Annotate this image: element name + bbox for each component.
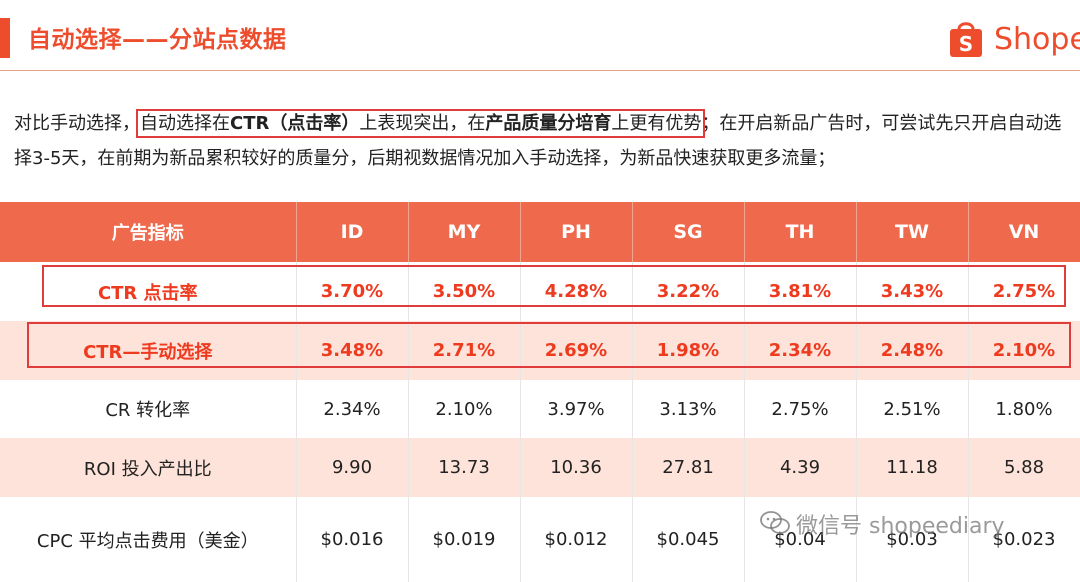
page-title: 自动选择——分站点数据 — [28, 27, 287, 53]
table-cell: 2.10% — [408, 380, 521, 438]
table-row: ROI 投入产出比 9.90 13.73 10.36 27.81 4.39 11… — [0, 438, 1080, 497]
table-cell: 3.97% — [520, 380, 633, 438]
header-metric: 广告指标 — [0, 202, 297, 262]
table-cell: 3.70% — [296, 262, 409, 321]
page-header: 自动选择——分站点数据 S Shope — [0, 0, 1080, 71]
table-cell: 2.34% — [296, 380, 409, 438]
title-accent-bar — [0, 18, 10, 58]
table-header-row: 广告指标 ID MY PH SG TH TW VN — [0, 202, 1080, 262]
table-cell: 13.73 — [408, 438, 521, 497]
intro-part2: ；在开启新品广告时，可尝试先只开启自动选择3-5天，在前期为新品累积较好的质量分… — [14, 113, 1062, 169]
header-sg: SG — [632, 202, 745, 262]
table-cell: 2.10% — [968, 321, 1080, 380]
intro-box-b: CTR（点击率） — [230, 113, 360, 134]
logo-text: Shope — [994, 22, 1080, 57]
table-cell: 1.98% — [632, 321, 745, 380]
table-cell: $0.03 — [856, 497, 969, 582]
table-row: CPC 平均点击费用（美金） $0.016 $0.019 $0.012 $0.0… — [0, 497, 1080, 582]
table-cell: 5.88 — [968, 438, 1080, 497]
shopping-bag-icon: S — [950, 22, 982, 57]
table-row: CTR 点击率 3.70% 3.50% 4.28% 3.22% 3.81% 3.… — [0, 262, 1080, 321]
intro-box-a: 自动选择在 — [140, 113, 230, 134]
table-cell: 4.39 — [744, 438, 857, 497]
table-cell: $0.023 — [968, 497, 1080, 582]
table-cell: 3.43% — [856, 262, 969, 321]
header-ph: PH — [520, 202, 633, 262]
intro-box-e: 上更有优势 — [611, 113, 702, 134]
table-cell: 3.50% — [408, 262, 521, 321]
row-label: CTR—手动选择 — [0, 321, 297, 380]
table-cell: $0.045 — [632, 497, 745, 582]
table-cell: 2.75% — [744, 380, 857, 438]
table-cell: 3.13% — [632, 380, 745, 438]
table-cell: 3.48% — [296, 321, 409, 380]
table-cell: $0.016 — [296, 497, 409, 582]
table-cell: 9.90 — [296, 438, 409, 497]
highlight-box: 自动选择在CTR（点击率）上表现突出，在产品质量分培育上更有优势 — [135, 109, 706, 138]
table-cell: $0.019 — [408, 497, 521, 582]
table-cell: 2.51% — [856, 380, 969, 438]
svg-text:S: S — [959, 32, 973, 56]
table-cell: 2.75% — [968, 262, 1080, 321]
row-label: CR 转化率 — [0, 380, 297, 438]
intro-part1: 对比手动选择， — [14, 113, 140, 134]
table-cell: 2.71% — [408, 321, 521, 380]
watermark-text: 微信号 shopeediary — [796, 514, 1005, 539]
table-cell: $0.04 — [744, 497, 857, 582]
header-th: TH — [744, 202, 857, 262]
table-cell: 4.28% — [520, 262, 633, 321]
table-cell: 27.81 — [632, 438, 745, 497]
table-cell: 2.69% — [520, 321, 633, 380]
table-row: CTR—手动选择 3.48% 2.71% 2.69% 1.98% 2.34% 2… — [0, 321, 1080, 380]
table-cell: 3.22% — [632, 262, 745, 321]
table-cell: 2.34% — [744, 321, 857, 380]
wechat-icon — [760, 511, 790, 534]
row-label: ROI 投入产出比 — [0, 438, 297, 497]
intro-paragraph: 对比手动选择，自动选择在CTR（点击率）上表现突出，在产品质量分培育上更有优势；… — [14, 106, 1074, 176]
header-vn: VN — [968, 202, 1080, 262]
intro-box-c: 上表现突出，在 — [359, 113, 486, 134]
header-my: MY — [408, 202, 521, 262]
table-cell: 1.80% — [968, 380, 1080, 438]
row-label: CTR 点击率 — [0, 262, 297, 321]
wechat-watermark: 微信号 shopeediary — [760, 504, 1080, 544]
header-tw: TW — [856, 202, 969, 262]
table-cell: $0.012 — [520, 497, 633, 582]
shopee-logo: S Shope — [946, 14, 1080, 62]
header-id: ID — [296, 202, 409, 262]
table-cell: 2.48% — [856, 321, 969, 380]
table-cell: 11.18 — [856, 438, 969, 497]
row-label: CPC 平均点击费用（美金） — [0, 497, 297, 582]
table-cell: 3.81% — [744, 262, 857, 321]
table-cell: 10.36 — [520, 438, 633, 497]
intro-box-d: 产品质量分培育 — [485, 113, 612, 134]
table-row: CR 转化率 2.34% 2.10% 3.97% 3.13% 2.75% 2.5… — [0, 380, 1080, 438]
metrics-table: 广告指标 ID MY PH SG TH TW VN CTR 点击率 3.70% … — [0, 202, 1080, 582]
